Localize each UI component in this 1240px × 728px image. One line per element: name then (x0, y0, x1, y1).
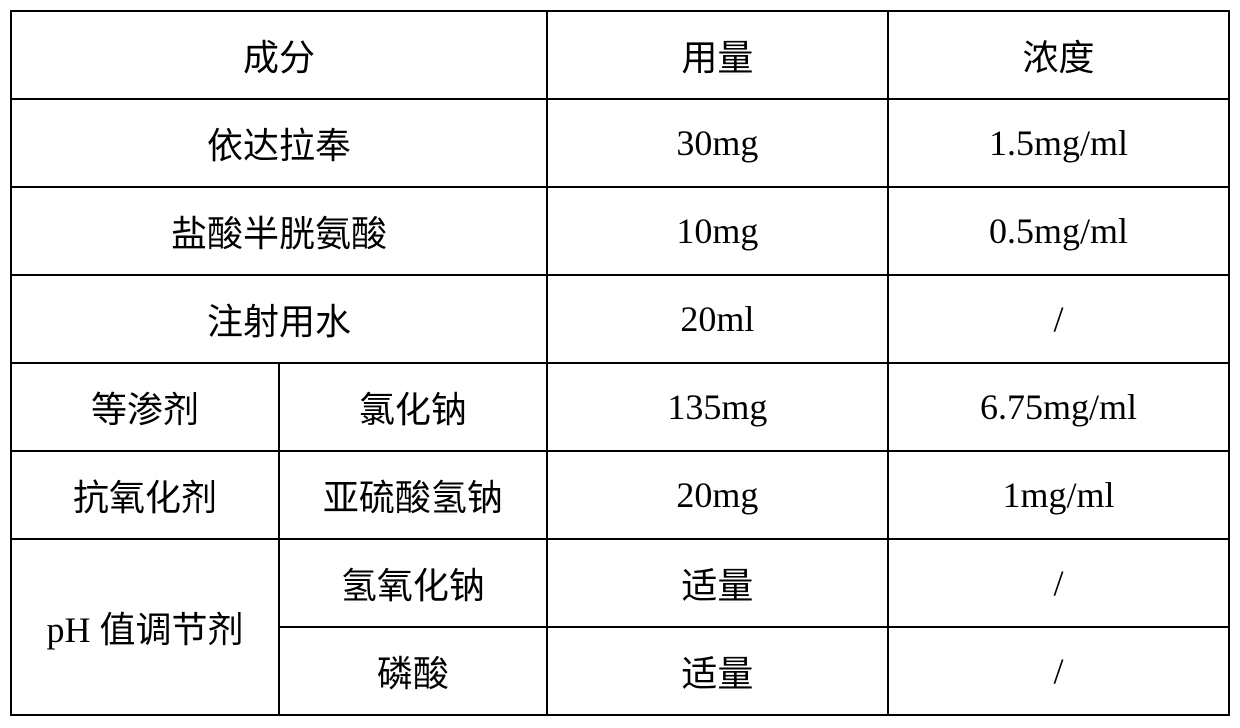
cell-amount: 20mg (547, 451, 888, 539)
table-row: 盐酸半胱氨酸 10mg 0.5mg/ml (11, 187, 1229, 275)
header-amount: 用量 (547, 11, 888, 99)
table-row: 注射用水 20ml / (11, 275, 1229, 363)
table-row: 依达拉奉 30mg 1.5mg/ml (11, 99, 1229, 187)
cell-ingredient: 磷酸 (279, 627, 547, 715)
formulation-table: 成分 用量 浓度 依达拉奉 30mg 1.5mg/ml 盐酸半胱氨酸 10mg … (10, 10, 1230, 716)
cell-category: 等渗剂 (11, 363, 279, 451)
cell-component: 盐酸半胱氨酸 (11, 187, 547, 275)
cell-concentration: 1.5mg/ml (888, 99, 1229, 187)
cell-category: pH 值调节剂 (11, 539, 279, 715)
cell-amount: 20ml (547, 275, 888, 363)
formulation-table-container: 成分 用量 浓度 依达拉奉 30mg 1.5mg/ml 盐酸半胱氨酸 10mg … (10, 10, 1230, 716)
cell-ingredient: 氯化钠 (279, 363, 547, 451)
cell-concentration: 0.5mg/ml (888, 187, 1229, 275)
table-header-row: 成分 用量 浓度 (11, 11, 1229, 99)
cell-amount: 适量 (547, 539, 888, 627)
cell-component: 依达拉奉 (11, 99, 547, 187)
cell-amount: 135mg (547, 363, 888, 451)
cell-amount: 适量 (547, 627, 888, 715)
cell-amount: 30mg (547, 99, 888, 187)
cell-ingredient: 亚硫酸氢钠 (279, 451, 547, 539)
cell-concentration: 6.75mg/ml (888, 363, 1229, 451)
table-row: 等渗剂 氯化钠 135mg 6.75mg/ml (11, 363, 1229, 451)
header-concentration: 浓度 (888, 11, 1229, 99)
cell-component: 注射用水 (11, 275, 547, 363)
cell-concentration: 1mg/ml (888, 451, 1229, 539)
cell-concentration: / (888, 627, 1229, 715)
cell-amount: 10mg (547, 187, 888, 275)
cell-concentration: / (888, 539, 1229, 627)
cell-ingredient: 氢氧化钠 (279, 539, 547, 627)
cell-concentration: / (888, 275, 1229, 363)
header-component: 成分 (11, 11, 547, 99)
table-row: pH 值调节剂 氢氧化钠 适量 / (11, 539, 1229, 627)
table-row: 抗氧化剂 亚硫酸氢钠 20mg 1mg/ml (11, 451, 1229, 539)
cell-category: 抗氧化剂 (11, 451, 279, 539)
